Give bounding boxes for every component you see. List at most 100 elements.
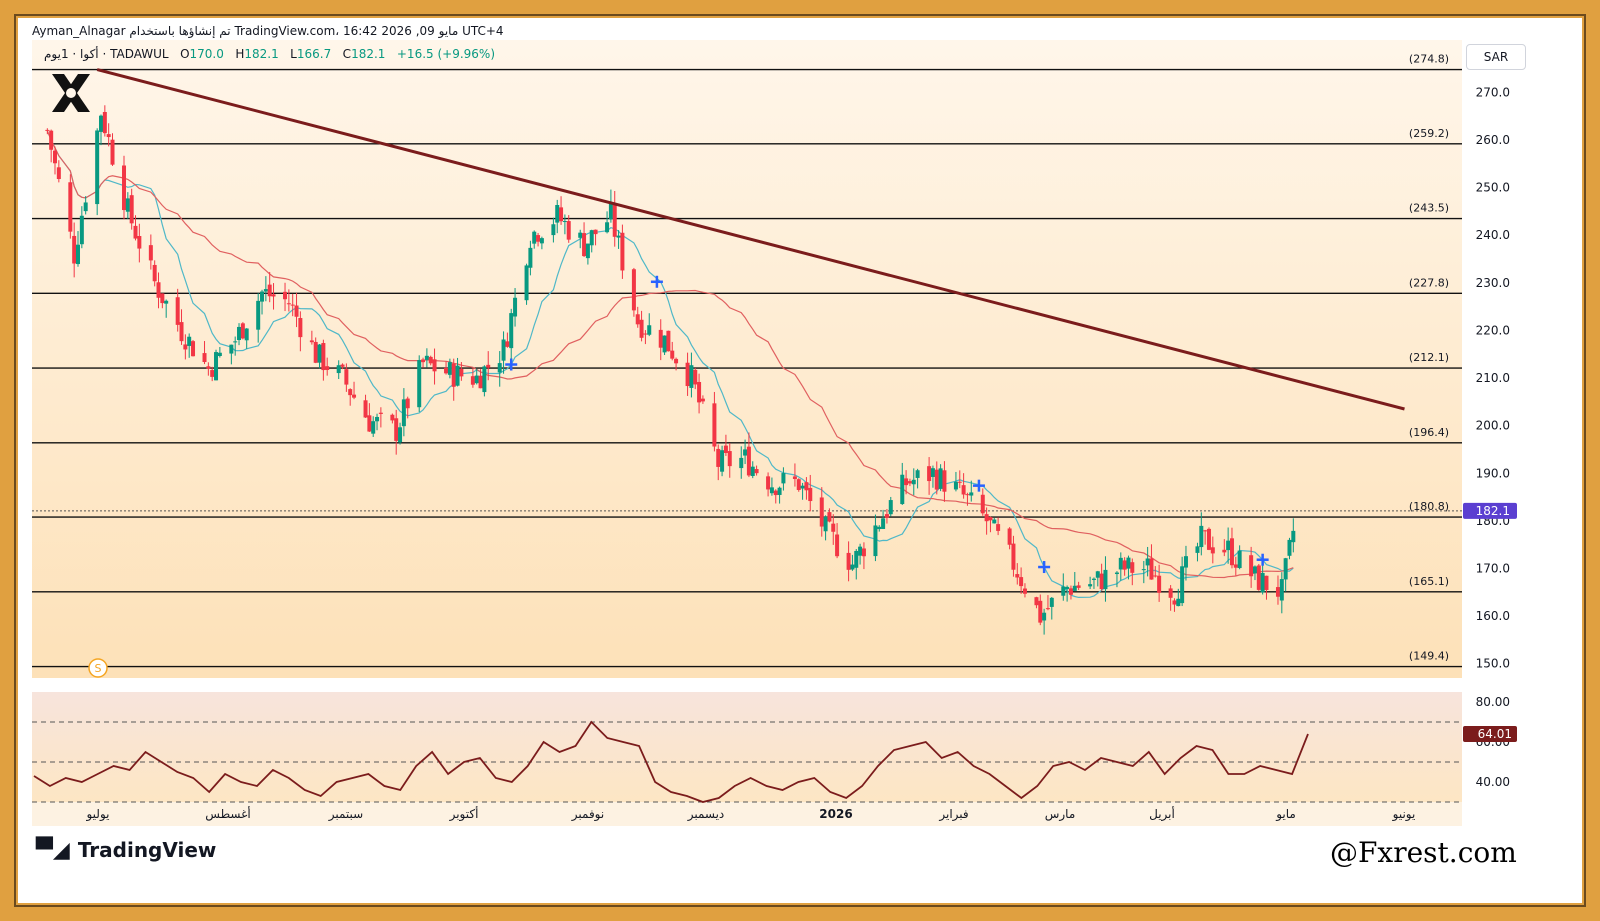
candle-body bbox=[95, 130, 100, 205]
price-tick-label: 160.0 bbox=[1476, 609, 1510, 623]
candle-body bbox=[773, 490, 778, 496]
candle-body bbox=[536, 235, 541, 242]
price-tick-label: 260.0 bbox=[1476, 133, 1510, 147]
candle-body bbox=[164, 300, 169, 304]
candle-body bbox=[451, 363, 456, 387]
candle-body bbox=[804, 482, 809, 491]
candle-body bbox=[674, 358, 679, 364]
candle-body bbox=[620, 232, 625, 271]
symbol-label: أكوا · 1يوم · TADAWUL bbox=[44, 47, 169, 61]
candle-body bbox=[1099, 573, 1104, 590]
candle-body bbox=[873, 525, 878, 557]
rsi-value-badge bbox=[1463, 725, 1517, 742]
candle-body bbox=[766, 476, 771, 490]
candle-body bbox=[1145, 558, 1150, 566]
candle-body bbox=[478, 375, 483, 389]
candle-body bbox=[658, 329, 663, 348]
candle-body bbox=[854, 550, 859, 568]
time-tick-label: أغسطس bbox=[205, 806, 250, 822]
candle-body bbox=[1068, 588, 1073, 595]
time-tick-label: ديسمبر bbox=[687, 807, 725, 822]
candle-body bbox=[769, 487, 774, 494]
candle-body bbox=[605, 222, 610, 233]
candle-body bbox=[79, 215, 84, 245]
candle-body bbox=[930, 468, 935, 477]
candle-body bbox=[160, 293, 165, 304]
candle-body bbox=[589, 230, 594, 246]
price-tick-label: 270.0 bbox=[1476, 85, 1510, 99]
candle-body bbox=[447, 362, 452, 375]
candle-body bbox=[1222, 549, 1227, 553]
candle-body bbox=[1275, 587, 1280, 597]
candle-body bbox=[1287, 539, 1292, 556]
candle-body bbox=[700, 398, 705, 402]
candle-body bbox=[417, 360, 422, 408]
candle-body bbox=[953, 481, 958, 490]
candle-body bbox=[716, 448, 721, 467]
time-tick-label: يوليو bbox=[85, 807, 109, 822]
candle-body bbox=[49, 130, 54, 150]
candle-body bbox=[187, 336, 192, 346]
price-tick-label: 200.0 bbox=[1476, 419, 1510, 433]
candle-body bbox=[283, 291, 288, 300]
candle-body bbox=[214, 352, 219, 381]
sma-slow-line bbox=[46, 130, 1294, 579]
candle-body bbox=[1007, 528, 1012, 545]
candle-body bbox=[129, 195, 134, 224]
candle-body bbox=[965, 494, 970, 496]
time-tick-label: يونيو bbox=[1392, 807, 1416, 822]
candle-body bbox=[401, 399, 406, 427]
fib-levels: (274.8) (259.2) (243.5) (227.8) (212.1) (196.… bbox=[32, 53, 1462, 668]
candle-body bbox=[175, 297, 180, 325]
candle-body bbox=[156, 282, 161, 298]
candle-body bbox=[643, 333, 648, 335]
price-pane bbox=[32, 40, 1462, 678]
candle-body bbox=[1103, 569, 1108, 590]
candle-body bbox=[934, 469, 939, 490]
candle-body bbox=[712, 403, 717, 447]
candle-body bbox=[217, 352, 222, 356]
candle-body bbox=[800, 485, 805, 489]
candle-body bbox=[831, 523, 836, 532]
cross-marker-icon bbox=[650, 275, 663, 288]
price-tick-label: 190.0 bbox=[1476, 466, 1510, 480]
candle-body bbox=[992, 519, 997, 524]
candle-body bbox=[497, 363, 502, 373]
candle-body bbox=[984, 514, 989, 522]
candle-body bbox=[662, 335, 667, 353]
price-tick-label: 230.0 bbox=[1476, 276, 1510, 290]
candle-body bbox=[348, 389, 353, 396]
candle-body bbox=[1015, 574, 1020, 578]
candle-body bbox=[474, 375, 479, 384]
candle-body bbox=[309, 340, 314, 343]
candle-body bbox=[1049, 597, 1054, 607]
candle-body bbox=[827, 512, 832, 522]
candle-body bbox=[1045, 608, 1050, 610]
candle-body bbox=[45, 129, 50, 131]
currency-button[interactable]: SAR bbox=[1466, 44, 1526, 70]
candle-body bbox=[444, 367, 449, 374]
currency-s-icon: S bbox=[88, 658, 108, 678]
candle-body bbox=[344, 369, 349, 385]
price-tick-label: 150.0 bbox=[1476, 657, 1510, 671]
candle-body bbox=[1042, 612, 1047, 621]
candle-body bbox=[639, 319, 644, 338]
candle-body bbox=[501, 339, 506, 361]
candle-body bbox=[792, 476, 797, 480]
candle-body bbox=[1233, 564, 1238, 568]
candle-body bbox=[367, 415, 372, 432]
candle-body bbox=[394, 418, 399, 441]
candle-body bbox=[263, 289, 268, 292]
candle-body bbox=[432, 359, 437, 372]
candle-body bbox=[727, 451, 732, 467]
candle-body bbox=[585, 243, 590, 259]
fib-label: (165.1) bbox=[1409, 575, 1449, 588]
candle-body bbox=[1095, 571, 1100, 578]
candle-body bbox=[1172, 600, 1177, 605]
candle-body bbox=[363, 400, 368, 418]
candle-body bbox=[455, 365, 460, 386]
candle-body bbox=[486, 364, 491, 368]
candle-body bbox=[777, 487, 782, 495]
